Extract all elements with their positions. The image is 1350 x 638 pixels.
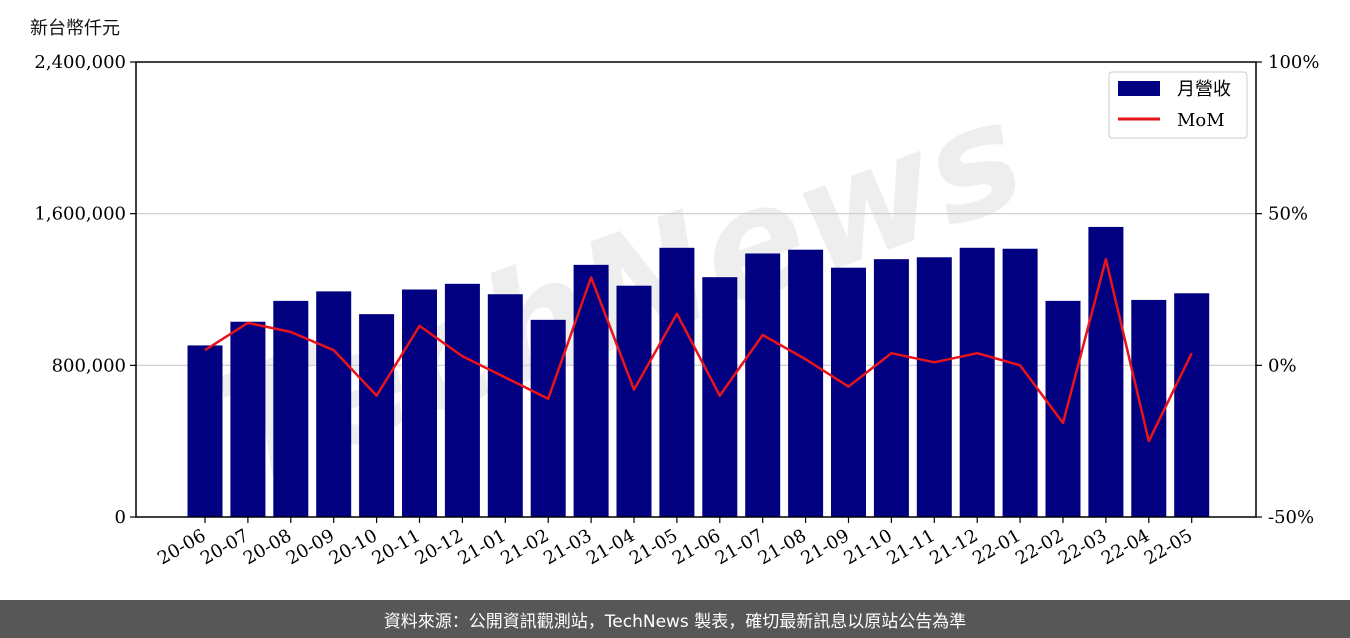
bar-20-11: [402, 289, 437, 517]
bar-21-06: [702, 277, 738, 517]
x-axis-tick-label: 21-04: [583, 525, 638, 569]
bar-21-10: [873, 259, 909, 517]
x-axis-tick-label: 22-05: [1141, 525, 1196, 569]
bar-21-02: [530, 319, 566, 517]
bar-20-10: [359, 314, 395, 517]
x-axis-tick-label: 20-06: [154, 525, 209, 569]
bar-21-11: [916, 257, 952, 517]
x-axis-tick-label: 21-08: [755, 525, 810, 569]
x-axis-tick-label: 21-07: [712, 525, 767, 569]
x-axis-tick-label: 21-12: [926, 525, 981, 569]
bar-21-07: [745, 253, 781, 517]
bar-21-12: [959, 247, 995, 517]
plot-frame: [135, 61, 1257, 518]
mom-line: [204, 257, 1193, 443]
legend-label-revenue: 月營收: [1177, 79, 1231, 100]
y-axis-unit-label: 新台幣仟元: [30, 18, 120, 39]
bar-21-03: [573, 264, 609, 517]
bar-22-05: [1174, 293, 1210, 517]
left-axis-tick-label: 2,400,000: [34, 52, 126, 73]
revenue-chart: TechNews0800,0001,600,0002,400,000-50%0%…: [34, 52, 1319, 569]
x-axis-tick-label: 21-11: [883, 525, 938, 569]
left-axis-tick-label: 1,600,000: [34, 204, 126, 225]
right-axis-tick-label: -50%: [1268, 507, 1314, 528]
bar-20-07: [230, 321, 266, 517]
x-axis-tick-label: 21-05: [626, 525, 681, 569]
x-axis-tick-label: 22-02: [1012, 525, 1067, 569]
x-axis-tick-label: 22-03: [1055, 525, 1110, 569]
right-axis-tick-label: 50%: [1268, 204, 1308, 225]
legend-label-mom: MoM: [1177, 110, 1225, 131]
x-axis-tick-label: 20-08: [240, 525, 295, 569]
x-axis-tick-label: 20-07: [197, 525, 252, 569]
x-axis-tick-label: 21-02: [497, 525, 552, 569]
left-axis-tick-label: 800,000: [52, 355, 126, 376]
x-axis-tick-label: 22-04: [1098, 525, 1153, 569]
x-axis-tick-label: 20-12: [411, 525, 466, 569]
x-axis-tick-label: 20-11: [369, 525, 424, 569]
bar-21-04: [616, 285, 652, 517]
x-axis-tick-label: 21-01: [454, 525, 509, 569]
bar-20-09: [316, 291, 352, 517]
bar-20-12: [444, 283, 480, 517]
x-axis-tick-label: 20-09: [283, 525, 338, 569]
bar-21-05: [659, 247, 695, 517]
left-axis-tick-label: 0: [115, 507, 126, 528]
bar-21-08: [788, 249, 824, 517]
x-axis-tick-label: 21-09: [798, 525, 853, 569]
bar-22-04: [1131, 299, 1167, 517]
x-axis-tick-label: 22-01: [969, 525, 1024, 569]
x-axis-tick-label: 21-03: [540, 525, 595, 569]
bar-20-06: [187, 345, 223, 517]
x-axis-tick-label: 21-06: [669, 525, 724, 569]
bar-21-01: [487, 294, 523, 517]
bar-21-09: [831, 267, 866, 517]
bar-22-02: [1045, 300, 1081, 517]
right-axis-tick-label: 100%: [1268, 52, 1319, 73]
source-footer-text: 資料來源：公開資訊觀測站，TechNews 製表，確切最新訊息以原站公告為準: [383, 611, 967, 632]
bar-22-03: [1088, 226, 1124, 517]
x-axis-tick-label: 21-10: [840, 525, 895, 569]
x-axis-tick-label: 20-10: [326, 525, 381, 569]
right-axis-tick-label: 0%: [1268, 355, 1297, 376]
chart-area: 新台幣仟元 TechNews0800,0001,600,0002,400,000…: [30, 18, 1319, 569]
legend-bar-swatch: [1118, 81, 1160, 96]
source-footer: 資料來源：公開資訊觀測站，TechNews 製表，確切最新訊息以原站公告為準: [0, 600, 1350, 638]
